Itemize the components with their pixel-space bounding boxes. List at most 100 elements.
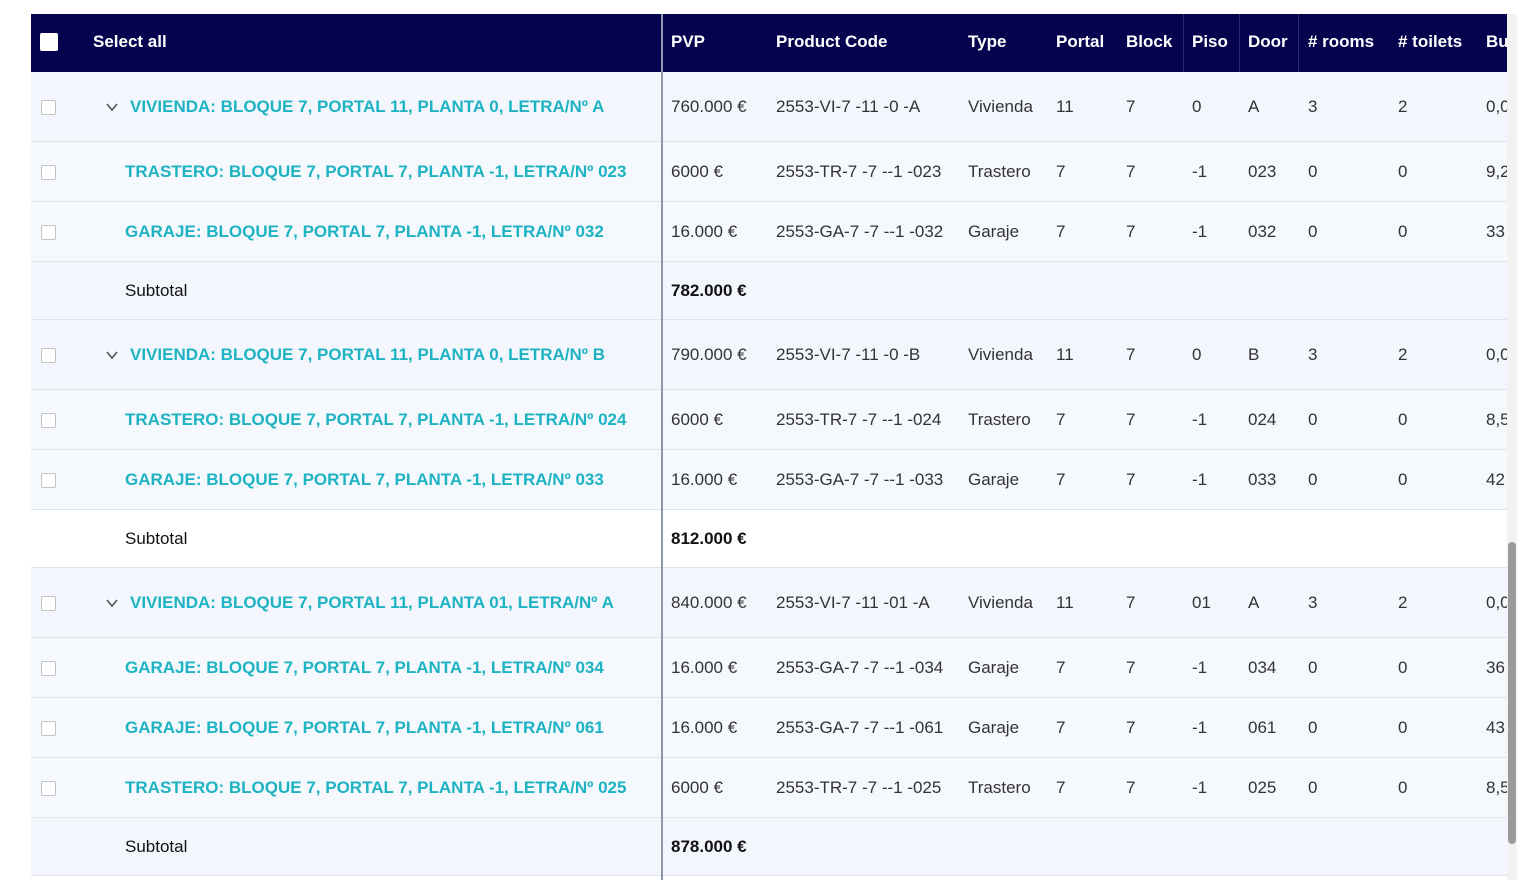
select-all-label[interactable]: Select all	[93, 32, 167, 51]
column-header-block[interactable]: Block	[1126, 32, 1173, 51]
cell-type: Garaje	[968, 222, 1020, 241]
cell-toilets: 0	[1398, 470, 1408, 489]
cell-toilets: 2	[1398, 345, 1408, 364]
column-header-piso[interactable]: Piso	[1192, 32, 1228, 51]
subtotal-row: Subtotal 812.000 €	[31, 510, 1507, 568]
row-name-link[interactable]: TRASTERO: BLOQUE 7, PORTAL 7, PLANTA -1,…	[125, 778, 627, 797]
row-checkbox[interactable]	[41, 165, 56, 180]
column-header-toilets[interactable]: # toilets	[1398, 32, 1463, 51]
cell-piso: -1	[1192, 410, 1208, 429]
row-name-link[interactable]: GARAJE: BLOQUE 7, PORTAL 7, PLANTA -1, L…	[125, 222, 604, 241]
cell-block: 7	[1126, 410, 1136, 429]
table-row-child[interactable]: GARAJE: BLOQUE 7, PORTAL 7, PLANTA -1, L…	[31, 698, 1507, 758]
table-row-child[interactable]: GARAJE: BLOQUE 7, PORTAL 7, PLANTA -1, L…	[31, 202, 1507, 262]
cell-bu: 8,5	[1486, 410, 1507, 429]
cell-code: 2553-TR-7 -7 --1 -023	[776, 162, 942, 181]
cell-block: 7	[1126, 222, 1136, 241]
table-row-child[interactable]: GARAJE: BLOQUE 7, PORTAL 7, PLANTA -1, L…	[31, 450, 1507, 510]
table-row-parent[interactable]: VIVIENDA: BLOQUE 7, PORTAL 11, PLANTA 0,…	[31, 320, 1507, 390]
row-name-link[interactable]: VIVIENDA: BLOQUE 7, PORTAL 11, PLANTA 01…	[130, 593, 614, 612]
row-checkbox[interactable]	[41, 413, 56, 428]
row-checkbox[interactable]	[41, 721, 56, 736]
chevron-down-icon[interactable]	[105, 596, 119, 610]
row-name-link[interactable]: TRASTERO: BLOQUE 7, PORTAL 7, PLANTA -1,…	[125, 162, 627, 181]
cell-pvp: 790.000 €	[671, 345, 747, 364]
cell-door: 061	[1248, 718, 1277, 737]
column-header-product-code[interactable]: Product Code	[776, 32, 888, 51]
row-checkbox[interactable]	[41, 473, 56, 488]
table-row-child[interactable]: TRASTERO: BLOQUE 7, PORTAL 7, PLANTA -1,…	[31, 758, 1507, 818]
column-header-rooms[interactable]: # rooms	[1308, 32, 1375, 51]
cell-portal: 7	[1056, 658, 1066, 677]
cell-bu: 9,2	[1486, 162, 1507, 181]
subtotal-value: 812.000 €	[671, 529, 747, 548]
row-name-link[interactable]: VIVIENDA: BLOQUE 7, PORTAL 11, PLANTA 0,…	[130, 345, 606, 364]
row-checkbox[interactable]	[41, 100, 56, 115]
vertical-scrollbar[interactable]	[1507, 14, 1517, 880]
cell-rooms: 0	[1308, 410, 1318, 429]
cell-piso: -1	[1192, 162, 1208, 181]
cell-portal: 11	[1056, 97, 1074, 116]
cell-type: Trastero	[968, 778, 1031, 797]
cell-type: Trastero	[968, 410, 1031, 429]
row-checkbox[interactable]	[41, 348, 56, 363]
cell-code: 2553-VI-7 -11 -0 -B	[776, 345, 921, 364]
cell-bu: 43	[1486, 718, 1505, 737]
subtotal-label: Subtotal	[125, 281, 188, 300]
column-header-pvp[interactable]: PVP	[671, 32, 706, 51]
cell-toilets: 0	[1398, 410, 1408, 429]
row-checkbox[interactable]	[41, 781, 56, 796]
cell-code: 2553-GA-7 -7 --1 -032	[776, 222, 944, 241]
chevron-down-icon[interactable]	[105, 100, 119, 114]
cell-portal: 7	[1056, 162, 1066, 181]
row-checkbox[interactable]	[41, 225, 56, 240]
cell-portal: 11	[1056, 345, 1074, 364]
table-row-parent[interactable]: VIVIENDA: BLOQUE 7, PORTAL 11, PLANTA 0,…	[31, 72, 1507, 142]
cell-rooms: 0	[1308, 470, 1318, 489]
cell-code: 2553-TR-7 -7 --1 -025	[776, 778, 942, 797]
select-all-checkbox[interactable]	[40, 33, 58, 51]
column-header-bu[interactable]: Bu	[1486, 32, 1507, 51]
cell-block: 7	[1126, 470, 1136, 489]
cell-piso: 0	[1192, 97, 1202, 116]
cell-door: A	[1248, 97, 1260, 116]
product-table: Select all PVP Product Code Type Portal …	[31, 14, 1507, 880]
row-name-link[interactable]: GARAJE: BLOQUE 7, PORTAL 7, PLANTA -1, L…	[125, 658, 604, 677]
cell-door: A	[1248, 593, 1260, 612]
cell-piso: -1	[1192, 778, 1208, 797]
table-row-child[interactable]: TRASTERO: BLOQUE 7, PORTAL 7, PLANTA -1,…	[31, 390, 1507, 450]
column-header-portal[interactable]: Portal	[1056, 32, 1105, 51]
table-row-child[interactable]: TRASTERO: BLOQUE 7, PORTAL 7, PLANTA -1,…	[31, 142, 1507, 202]
cell-piso: 0	[1192, 345, 1202, 364]
cell-rooms: 0	[1308, 718, 1318, 737]
cell-block: 7	[1126, 778, 1136, 797]
row-checkbox[interactable]	[41, 596, 56, 611]
scrollbar-thumb[interactable]	[1508, 542, 1516, 844]
row-name-link[interactable]: GARAJE: BLOQUE 7, PORTAL 7, PLANTA -1, L…	[125, 470, 604, 489]
cell-type: Vivienda	[968, 345, 1033, 364]
cell-bu: 0,0	[1486, 345, 1507, 364]
column-header-door[interactable]: Door	[1248, 32, 1288, 51]
cell-rooms: 0	[1308, 222, 1318, 241]
cell-pvp: 6000 €	[671, 410, 723, 429]
cell-piso: 01	[1192, 593, 1211, 612]
row-name-link[interactable]: VIVIENDA: BLOQUE 7, PORTAL 11, PLANTA 0,…	[130, 97, 605, 116]
table-row-child[interactable]: GARAJE: BLOQUE 7, PORTAL 7, PLANTA -1, L…	[31, 638, 1507, 698]
cell-code: 2553-GA-7 -7 --1 -061	[776, 718, 944, 737]
cell-pvp: 760.000 €	[671, 97, 747, 116]
frozen-column-divider	[661, 14, 663, 880]
row-checkbox[interactable]	[41, 661, 56, 676]
row-name-link[interactable]: GARAJE: BLOQUE 7, PORTAL 7, PLANTA -1, L…	[125, 718, 604, 737]
cell-piso: -1	[1192, 658, 1208, 677]
row-name-link[interactable]: TRASTERO: BLOQUE 7, PORTAL 7, PLANTA -1,…	[125, 410, 627, 429]
cell-bu: 33	[1486, 222, 1505, 241]
cell-portal: 11	[1056, 593, 1074, 612]
chevron-down-icon[interactable]	[105, 348, 119, 362]
cell-block: 7	[1126, 162, 1136, 181]
subtotal-row: Subtotal 878.000 €	[31, 818, 1507, 876]
cell-portal: 7	[1056, 410, 1066, 429]
column-header-type[interactable]: Type	[968, 32, 1007, 51]
cell-type: Garaje	[968, 470, 1020, 489]
cell-rooms: 0	[1308, 162, 1318, 181]
table-row-parent[interactable]: VIVIENDA: BLOQUE 7, PORTAL 11, PLANTA 01…	[31, 568, 1507, 638]
